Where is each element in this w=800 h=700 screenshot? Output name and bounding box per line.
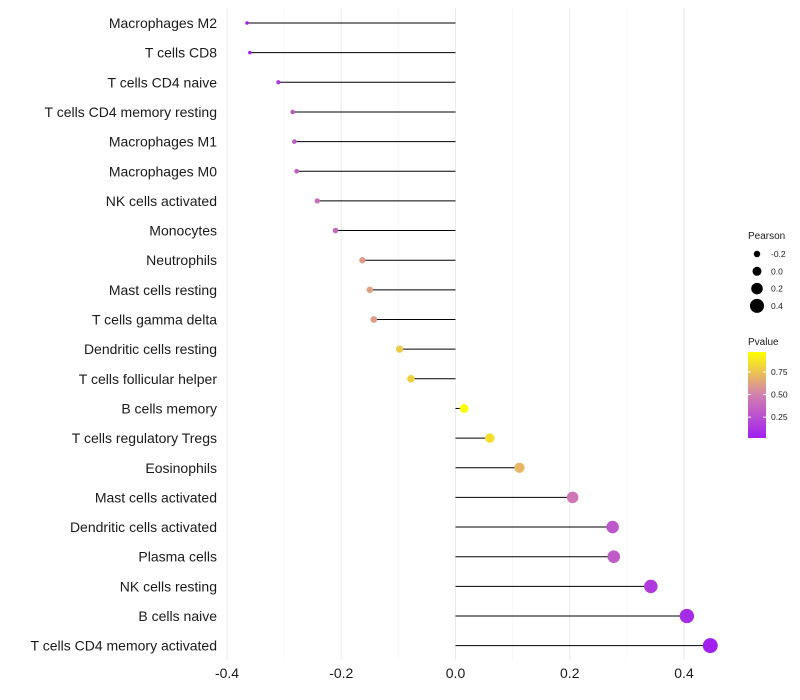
data-point (359, 257, 366, 264)
data-point (485, 433, 495, 443)
category-label: Monocytes (149, 223, 217, 239)
data-point (292, 139, 297, 144)
category-label: T cells CD4 memory resting (45, 104, 217, 120)
category-label: Macrophages M0 (109, 163, 217, 179)
data-point (566, 491, 579, 504)
size-legend-label: 0.4 (771, 301, 783, 311)
data-point (407, 375, 415, 383)
category-labels: Macrophages M2 T cells CD8 T cells CD4 nai… (31, 15, 218, 654)
size-legend-dot (749, 298, 765, 313)
category-label: T cells follicular helper (79, 371, 218, 387)
x-axis-ticks: -0.4 -0.2 0.0 0.2 0.4 (215, 665, 694, 681)
category-label: T cells CD8 (145, 45, 217, 61)
category-label: Macrophages M2 (109, 15, 217, 31)
data-point (644, 579, 658, 594)
data-point (290, 109, 296, 115)
color-legend-title: Pvalue (748, 337, 779, 348)
category-label: Mast cells resting (109, 282, 217, 298)
color-legend: Pvalue 0.25 0.50 0.75 (748, 337, 788, 438)
data-point (314, 198, 320, 204)
grid-lines (226, 8, 685, 660)
category-label: T cells gamma delta (92, 312, 217, 328)
data-point (607, 550, 621, 563)
size-legend-dot (753, 250, 761, 258)
category-label: Eosinophils (145, 460, 217, 476)
category-label: Plasma cells (138, 549, 217, 565)
x-tick-label: 0.0 (446, 665, 466, 681)
data-point (245, 21, 249, 25)
category-label: Macrophages M1 (109, 134, 217, 150)
color-legend-bar (748, 352, 766, 438)
data-point (679, 608, 695, 624)
data-points (245, 21, 718, 654)
x-tick-label: -0.2 (329, 665, 353, 681)
size-legend-title: Pearson (748, 231, 785, 242)
data-point (702, 638, 718, 654)
size-legend-label: 0.2 (771, 284, 783, 294)
color-legend-label: 0.50 (771, 390, 788, 400)
category-label: T cells regulatory Tregs (72, 430, 217, 446)
data-point (294, 168, 300, 174)
category-label: Neutrophils (146, 252, 217, 268)
data-point (514, 462, 525, 473)
color-legend-label: 0.25 (771, 412, 788, 422)
data-point (395, 345, 404, 353)
category-label: NK cells resting (120, 578, 217, 594)
x-tick-label: -0.4 (215, 665, 239, 681)
category-label: Dendritic cells resting (84, 341, 217, 357)
stems (246, 22, 711, 647)
color-legend-label: 0.75 (771, 367, 788, 377)
size-legend-dot (751, 282, 763, 295)
data-point (248, 50, 252, 55)
size-legend: Pearson -0.2 0.0 0.2 0.4 (748, 231, 786, 313)
data-point (459, 404, 469, 413)
x-tick-label: 0.4 (674, 665, 694, 681)
category-label: T cells CD4 memory activated (31, 638, 217, 654)
data-point (366, 286, 374, 294)
category-label: NK cells activated (106, 193, 217, 209)
category-label: Mast cells activated (95, 489, 217, 505)
category-label: Dendritic cells activated (70, 519, 217, 535)
data-point (276, 80, 281, 85)
size-legend-dot (752, 266, 762, 276)
data-point (370, 316, 378, 323)
category-label: T cells CD4 naive (108, 74, 218, 90)
size-legend-label: -0.2 (771, 249, 786, 259)
category-label: B cells naive (138, 608, 217, 624)
x-tick-label: 0.2 (560, 665, 580, 681)
category-label: B cells memory (121, 400, 217, 416)
size-legend-label: 0.0 (771, 266, 783, 276)
data-point (332, 227, 339, 234)
data-point (606, 520, 619, 534)
